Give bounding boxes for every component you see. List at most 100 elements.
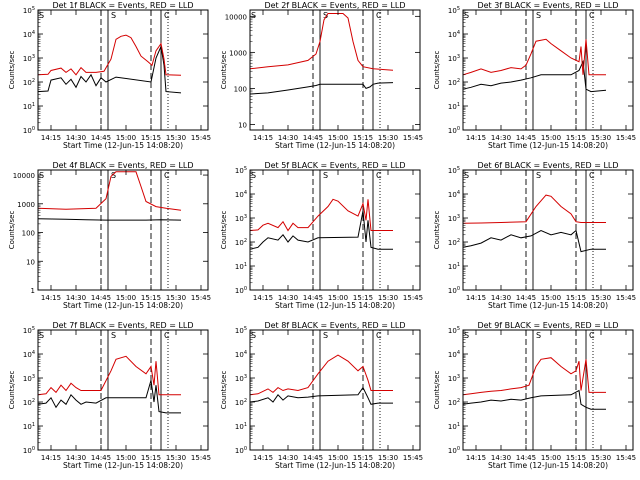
x-tick-label: 15:15 — [141, 454, 161, 462]
x-tick-label: 15:00 — [116, 134, 136, 142]
y-axis-label: Counts/sec — [8, 371, 16, 410]
y-tick-label: 10000 — [13, 172, 35, 180]
marker-label: C — [589, 171, 595, 180]
x-tick-label: 15:30 — [591, 294, 611, 302]
x-tick-label: 15:00 — [541, 294, 561, 302]
x-tick-label: 14:30 — [278, 294, 298, 302]
x-tick-label: 14:15 — [41, 134, 61, 142]
plot-frame — [249, 169, 421, 291]
series-line-lld — [249, 198, 393, 232]
y-tick-label: 105 — [448, 166, 460, 175]
y-tick-label: 10 — [238, 121, 247, 129]
x-tick-label: 14:15 — [253, 134, 273, 142]
subplot-title: Det 4f BLACK = Events, RED = LLD — [52, 161, 193, 170]
y-tick-label: 101 — [235, 262, 247, 271]
marker-label: S — [323, 331, 328, 340]
x-tick-label: 15:00 — [116, 294, 136, 302]
x-tick-label: 15:15 — [141, 294, 161, 302]
y-tick-label: 101 — [235, 422, 247, 431]
y-tick-label: 102 — [448, 398, 460, 407]
marker-label: S — [536, 331, 541, 340]
x-tick-label: 15:15 — [566, 454, 586, 462]
series-line-lld — [462, 38, 606, 76]
y-tick-label: 102 — [23, 398, 35, 407]
x-axis-label: Start Time (12-Jun-15 14:08:20) — [275, 141, 395, 150]
y-tick-label: 103 — [235, 214, 247, 223]
x-tick-label: 15:45 — [191, 294, 211, 302]
y-tick-label: 100 — [448, 286, 460, 295]
subplot-title: Det 9f BLACK = Events, RED = LLD — [477, 321, 618, 330]
y-axis-label: Counts/sec — [433, 371, 441, 410]
y-axis-label: Counts/sec — [8, 211, 16, 250]
series-line-events — [37, 44, 182, 94]
x-tick-label: 15:45 — [616, 134, 636, 142]
x-tick-label: 15:15 — [353, 134, 373, 142]
y-tick-label: 1000 — [17, 201, 35, 209]
marker-label: S — [251, 331, 256, 340]
x-tick-label: 14:15 — [253, 454, 273, 462]
y-tick-label: 1000 — [229, 49, 247, 57]
x-axis-label: Start Time (12-Jun-15 14:08:20) — [275, 301, 395, 310]
subplot-title: Det 8f BLACK = Events, RED = LLD — [264, 321, 405, 330]
y-tick-label: 100 — [22, 230, 35, 238]
x-tick-label: 15:00 — [541, 134, 561, 142]
y-tick-label: 104 — [448, 350, 460, 359]
series-line-lld — [37, 355, 181, 396]
marker-label: S — [464, 331, 469, 340]
subplot-title: Det 7f BLACK = Events, RED = LLD — [52, 321, 193, 330]
plot-frame — [249, 9, 421, 131]
x-tick-label: 15:45 — [616, 454, 636, 462]
x-tick-label: 14:15 — [466, 134, 486, 142]
y-tick-label: 100 — [448, 446, 460, 455]
y-tick-label: 10 — [26, 258, 35, 266]
y-axis-label: Counts/sec — [433, 211, 441, 250]
marker-label: C — [376, 171, 382, 180]
marker-label: C — [164, 331, 170, 340]
marker-label: S — [464, 11, 469, 20]
marker-label: C — [164, 11, 170, 20]
x-tick-label: 15:30 — [166, 294, 186, 302]
x-tick-label: 14:30 — [278, 454, 298, 462]
x-tick-label: 14:30 — [66, 294, 86, 302]
plot-frame — [249, 329, 421, 451]
y-tick-label: 102 — [448, 78, 460, 87]
x-tick-label: 15:45 — [191, 134, 211, 142]
y-tick-label: 104 — [23, 350, 35, 359]
x-tick-label: 14:15 — [41, 454, 61, 462]
x-axis-label: Start Time (12-Jun-15 14:08:20) — [63, 301, 183, 310]
y-axis-label: Counts/sec — [8, 51, 16, 90]
y-axis-label: Counts/sec — [220, 51, 228, 90]
marker-label: C — [376, 331, 382, 340]
marker-label: C — [376, 11, 382, 20]
y-tick-label: 100 — [235, 446, 247, 455]
y-axis-label: Counts/sec — [220, 211, 228, 250]
y-tick-label: 104 — [448, 190, 460, 199]
x-tick-label: 15:00 — [328, 294, 348, 302]
series-line-lld — [37, 34, 182, 76]
x-tick-label: 14:45 — [303, 454, 323, 462]
y-tick-label: 102 — [23, 78, 35, 87]
x-tick-label: 15:45 — [403, 134, 423, 142]
x-tick-label: 15:15 — [566, 134, 586, 142]
y-tick-label: 10000 — [225, 13, 247, 21]
marker-label: C — [589, 11, 595, 20]
x-tick-label: 14:45 — [91, 294, 111, 302]
subplot-title: Det 6f BLACK = Events, RED = LLD — [477, 161, 618, 170]
marker-label: S — [464, 171, 469, 180]
x-tick-label: 14:45 — [303, 134, 323, 142]
x-tick-label: 15:15 — [353, 294, 373, 302]
x-tick-label: 14:30 — [491, 134, 511, 142]
y-tick-label: 1 — [31, 287, 35, 295]
subplot-title: Det 1f BLACK = Events, RED = LLD — [52, 1, 193, 10]
y-tick-label: 105 — [23, 6, 35, 15]
y-tick-label: 105 — [235, 326, 247, 335]
marker-label: S — [323, 171, 328, 180]
x-axis-label: Start Time (12-Jun-15 14:08:20) — [488, 141, 608, 150]
y-tick-label: 101 — [23, 422, 35, 431]
series-line-events — [37, 380, 181, 414]
x-tick-label: 14:30 — [491, 454, 511, 462]
